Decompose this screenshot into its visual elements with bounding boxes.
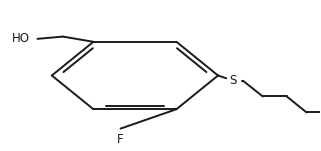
Text: HO: HO: [12, 32, 30, 45]
Text: S: S: [230, 74, 237, 87]
Text: F: F: [117, 133, 124, 146]
